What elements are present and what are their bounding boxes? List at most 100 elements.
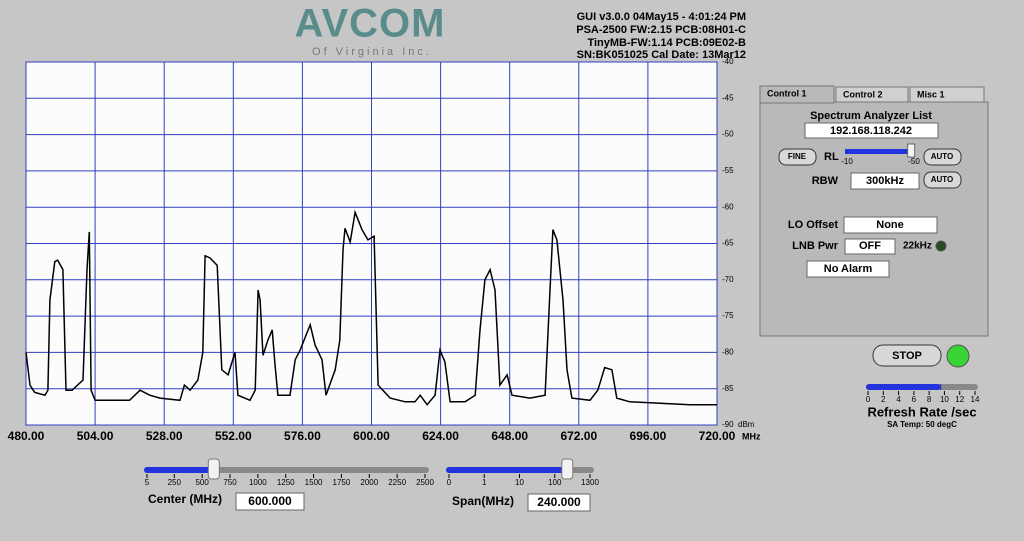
slider-tick-label: 1250 bbox=[277, 478, 295, 487]
x-tick-label: 600.00 bbox=[353, 429, 390, 443]
slider-fill bbox=[866, 384, 941, 390]
alarm-field bbox=[806, 260, 890, 278]
y-tick-label: -60 bbox=[722, 202, 734, 211]
y-tick-label: -55 bbox=[722, 166, 734, 175]
lo-field[interactable] bbox=[843, 216, 938, 234]
x-tick-label: 720.00 bbox=[699, 429, 736, 443]
x-tick-label: 552.00 bbox=[215, 429, 252, 443]
auto-label: AUTO bbox=[931, 152, 954, 161]
logo-subtitle: Of Virginia Inc. bbox=[312, 46, 432, 58]
slider-tick-label: 6 bbox=[912, 395, 917, 404]
trace bbox=[25, 209, 717, 406]
x-tick-label: 576.00 bbox=[284, 429, 321, 443]
rl-thumb bbox=[907, 143, 916, 158]
y-tick-label: -40 bbox=[722, 57, 734, 66]
tab[interactable] bbox=[909, 86, 985, 103]
rl-max: -50 bbox=[908, 157, 920, 166]
lo-value: None bbox=[876, 219, 904, 231]
slider-tick-label: 1000 bbox=[249, 478, 267, 487]
slider-thumb bbox=[207, 458, 220, 480]
slider-tick-label: 14 bbox=[971, 395, 980, 404]
x-tick-label: 624.00 bbox=[422, 429, 459, 443]
y-tick-label: -80 bbox=[722, 348, 734, 357]
ip-field[interactable] bbox=[804, 122, 939, 139]
center-value: 600.000 bbox=[248, 494, 292, 508]
span-field[interactable] bbox=[527, 493, 591, 512]
slider-tick-label: 1750 bbox=[333, 478, 351, 487]
x-tick-label: 480.00 bbox=[8, 429, 45, 443]
lnb-label: LNB Pwr bbox=[792, 240, 839, 252]
x-tick-label: 696.00 bbox=[630, 429, 667, 443]
slider-tick-label: 12 bbox=[955, 395, 964, 404]
slider-tick-label: 2500 bbox=[416, 478, 434, 487]
lnb-value: OFF bbox=[859, 240, 881, 252]
slider-tick-label: 100 bbox=[548, 478, 562, 487]
rbw-value: 300kHz bbox=[866, 175, 904, 187]
slider-tick-label: 10 bbox=[515, 478, 524, 487]
x-tick-label: 504.00 bbox=[77, 429, 114, 443]
slider-tick-label: 1300 bbox=[581, 478, 599, 487]
y-tick-label: -50 bbox=[722, 130, 734, 139]
slider-tick-label: 10 bbox=[940, 395, 949, 404]
y-tick-label: -70 bbox=[722, 275, 734, 284]
span-label: Span(MHz) bbox=[452, 494, 514, 508]
info-line: GUI v3.0.0 04May15 - 4:01:24 PM bbox=[577, 11, 746, 23]
panel-title: Spectrum Analyzer List bbox=[810, 110, 932, 122]
y-tick-label: -75 bbox=[722, 311, 734, 320]
slider-tick-label: 8 bbox=[927, 395, 932, 404]
x-unit: MHz bbox=[742, 431, 761, 441]
slider-fill bbox=[446, 467, 567, 473]
slider-fill bbox=[144, 467, 214, 473]
x-tick-label: 648.00 bbox=[491, 429, 528, 443]
slider-tick-label: 1500 bbox=[305, 478, 323, 487]
auto-label: AUTO bbox=[931, 175, 954, 184]
info-line: TinyMB-FW:1.14 PCB:09E02-B bbox=[587, 37, 746, 49]
slider-tick-label: 4 bbox=[896, 395, 901, 404]
info-line: SN:BK051025 Cal Date: 13Mar12 bbox=[577, 49, 746, 61]
auto-button[interactable] bbox=[923, 171, 962, 189]
slider-tick-label: 0 bbox=[866, 395, 871, 404]
slider-tick-label: 2 bbox=[881, 395, 886, 404]
y-unit: dBm bbox=[738, 420, 755, 429]
tone-led bbox=[935, 240, 947, 252]
y-tick-label: -65 bbox=[722, 239, 734, 248]
auto-button[interactable] bbox=[923, 148, 962, 166]
tab-label: Control 1 bbox=[767, 88, 807, 98]
y-tick-label: -85 bbox=[722, 384, 734, 393]
slider-tick-label: 2000 bbox=[360, 478, 378, 487]
lnb-field[interactable] bbox=[844, 238, 896, 255]
x-tick-label: 528.00 bbox=[146, 429, 183, 443]
fine-button[interactable] bbox=[778, 148, 817, 166]
rl-track bbox=[845, 149, 915, 154]
rbw-label: RBW bbox=[812, 175, 839, 187]
y-tick-label: -90 bbox=[722, 420, 734, 429]
slider-tick-label: 5 bbox=[145, 478, 150, 487]
tab[interactable] bbox=[835, 86, 909, 103]
tab[interactable] bbox=[759, 85, 835, 104]
span-value: 240.000 bbox=[537, 495, 581, 509]
rl-min: -10 bbox=[841, 157, 853, 166]
rbw-field[interactable] bbox=[850, 172, 920, 190]
slider-thumb bbox=[561, 458, 574, 480]
stop-button[interactable] bbox=[872, 344, 942, 367]
slider-tick-label: 1 bbox=[482, 478, 487, 487]
lo-label: LO Offset bbox=[788, 219, 838, 231]
y-tick-label: -45 bbox=[722, 93, 734, 102]
alarm-value: No Alarm bbox=[824, 263, 873, 275]
slider-tick-label: 250 bbox=[168, 478, 182, 487]
stop-label: STOP bbox=[892, 350, 922, 362]
slider-tick-label: 2250 bbox=[388, 478, 406, 487]
center-label: Center (MHz) bbox=[148, 492, 222, 506]
tab-label: Misc 1 bbox=[917, 89, 945, 99]
fine-label: FINE bbox=[788, 152, 807, 161]
temp-label: SA Temp: 50 degC bbox=[887, 420, 957, 429]
refresh-label: Refresh Rate /sec bbox=[867, 404, 976, 419]
run-led bbox=[946, 344, 970, 368]
slider-tick-label: 500 bbox=[195, 478, 209, 487]
info-line: PSA-2500 FW:2.15 PCB:08H01-C bbox=[576, 24, 746, 36]
rl-label: RL bbox=[824, 151, 839, 163]
x-tick-label: 672.00 bbox=[560, 429, 597, 443]
logo: AVCOM bbox=[295, 2, 446, 46]
center-field[interactable] bbox=[235, 492, 305, 511]
